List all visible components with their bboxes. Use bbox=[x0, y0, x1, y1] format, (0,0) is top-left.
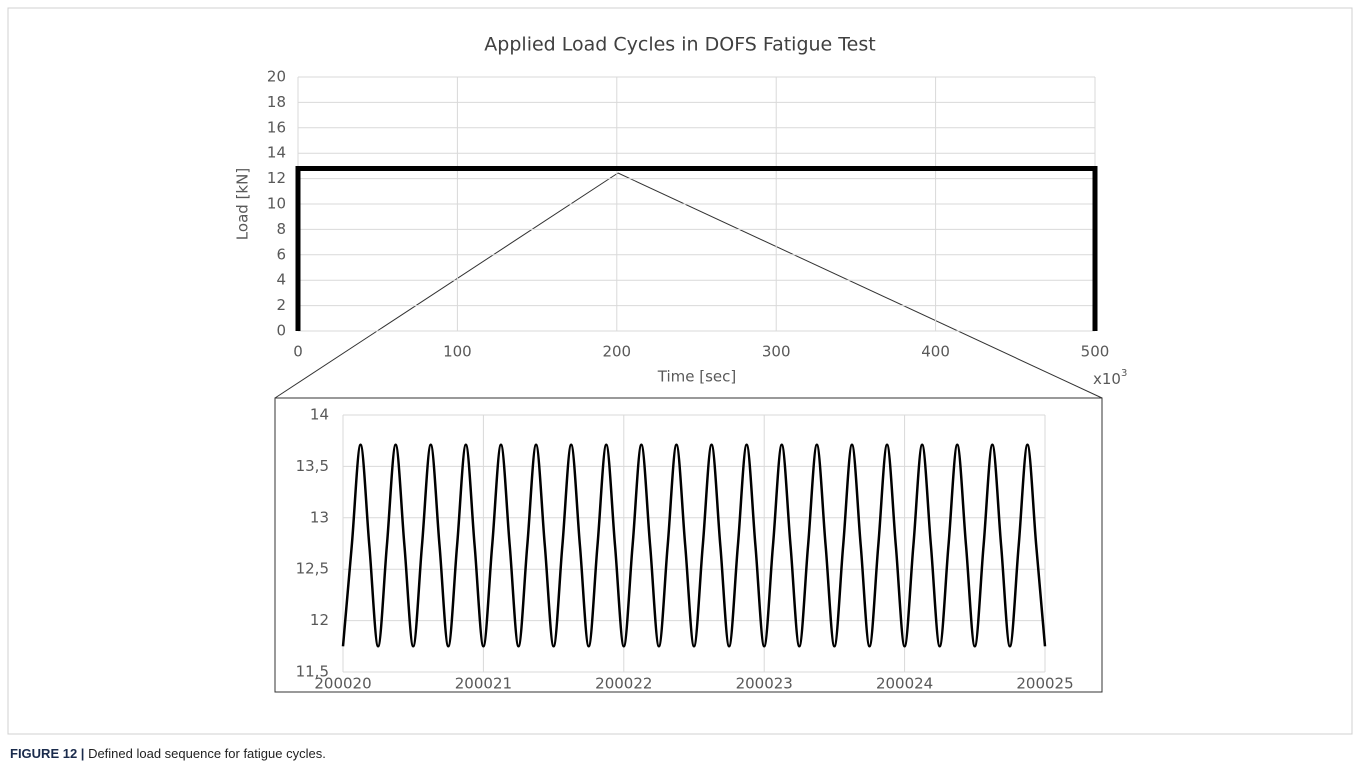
x-axis-label: Time [sec] bbox=[657, 368, 736, 386]
chart-title: Applied Load Cycles in DOFS Fatigue Test bbox=[484, 34, 875, 56]
x-tick-label: 200022 bbox=[595, 675, 652, 693]
zoom-line bbox=[274, 172, 619, 399]
y-tick-label: 2 bbox=[276, 296, 286, 314]
y-tick-label: 8 bbox=[276, 220, 286, 238]
x-tick-label: 200021 bbox=[455, 675, 512, 693]
y-tick-label: 11,5 bbox=[296, 663, 329, 681]
x-tick-label: 200020 bbox=[314, 675, 371, 693]
y-tick-label: 12 bbox=[310, 611, 329, 629]
y-tick-label: 14 bbox=[310, 406, 329, 424]
y-tick-label: 18 bbox=[267, 93, 286, 111]
x-tick-label: 0 bbox=[293, 343, 303, 361]
x-multiplier: x103 bbox=[1093, 368, 1127, 388]
y-tick-label: 20 bbox=[267, 68, 286, 86]
zoom-line bbox=[617, 172, 1103, 399]
y-tick-label: 13 bbox=[310, 508, 329, 526]
x-tick-label: 100 bbox=[443, 343, 472, 361]
inset-frame bbox=[274, 397, 1103, 693]
caption-label: FIGURE 12 | bbox=[10, 746, 85, 761]
x-tick-label: 200024 bbox=[876, 675, 933, 693]
y-tick-label: 12 bbox=[267, 169, 286, 187]
x-tick-label: 200 bbox=[602, 343, 631, 361]
y-tick-label: 4 bbox=[276, 271, 286, 289]
y-tick-label: 0 bbox=[276, 322, 286, 340]
figure: Applied Load Cycles in DOFS Fatigue Test… bbox=[7, 7, 1353, 735]
y-tick-label: 6 bbox=[276, 245, 286, 263]
x-tick-label: 200023 bbox=[736, 675, 793, 693]
x-tick-label: 300 bbox=[762, 343, 791, 361]
caption-text: Defined load sequence for fatigue cycles… bbox=[88, 746, 326, 761]
x-tick-label: 500 bbox=[1081, 343, 1110, 361]
figure-frame bbox=[7, 7, 1353, 735]
caption: FIGURE 12 | Defined load sequence for fa… bbox=[10, 746, 326, 761]
y-tick-label: 13,5 bbox=[296, 457, 329, 475]
x-multiplier-base: x10 bbox=[1093, 370, 1121, 388]
data-line bbox=[341, 443, 1047, 648]
y-axis-label: Load [kN] bbox=[234, 168, 252, 240]
y-tick-label: 16 bbox=[267, 118, 286, 136]
x-tick-label: 200025 bbox=[1016, 675, 1073, 693]
data-line bbox=[295, 165, 1098, 331]
x-tick-label: 400 bbox=[921, 343, 950, 361]
y-tick-label: 12,5 bbox=[296, 560, 329, 578]
y-tick-label: 10 bbox=[267, 195, 286, 213]
y-tick-label: 14 bbox=[267, 144, 286, 162]
x-multiplier-exp: 3 bbox=[1121, 368, 1127, 379]
